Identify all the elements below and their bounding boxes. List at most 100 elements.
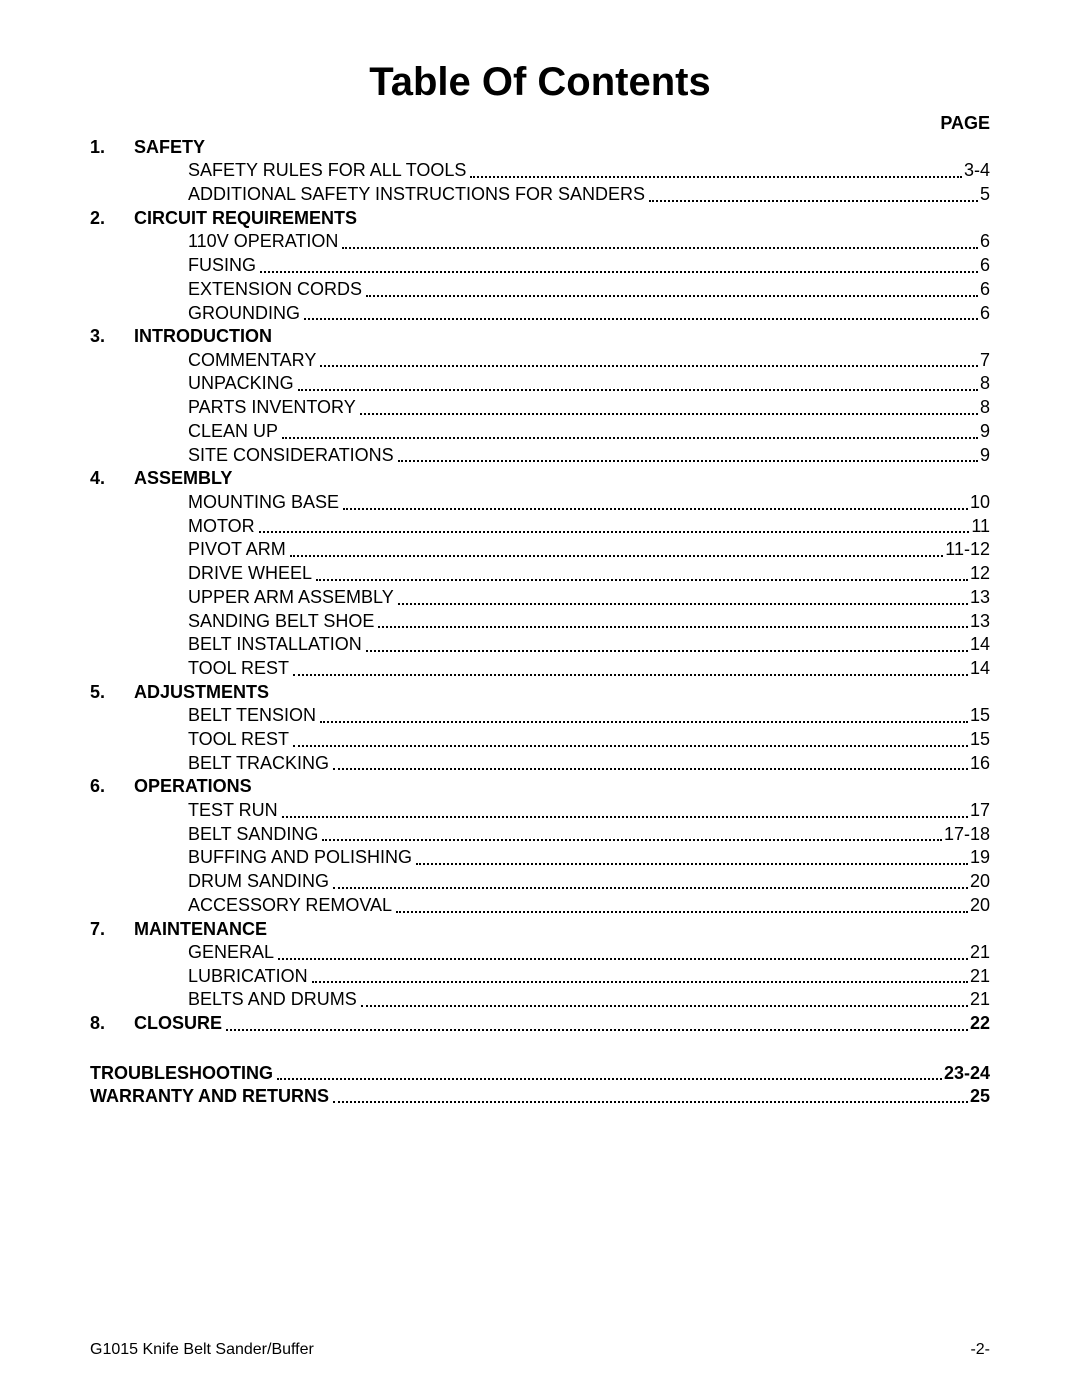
subsection-title: ACCESSORY REMOVAL <box>188 894 392 918</box>
document-title: Table Of Contents <box>90 60 990 105</box>
subsection-row: COMMENTARY7 <box>188 349 990 373</box>
leader-dots <box>226 1012 968 1030</box>
subsection-page: 14 <box>970 633 990 657</box>
section-row: 1.SAFETY <box>90 136 990 159</box>
leader-dots <box>278 941 968 960</box>
subsection-title: ADDITIONAL SAFETY INSTRUCTIONS FOR SANDE… <box>188 183 645 207</box>
subsection-row: UPPER ARM ASSEMBLY13 <box>188 586 990 610</box>
section-title: SAFETY <box>134 136 205 159</box>
subsection-title: COMMENTARY <box>188 349 316 373</box>
subsection-title: BELT TENSION <box>188 704 316 728</box>
section-row: 2.CIRCUIT REQUIREMENTS <box>90 207 990 230</box>
subsection-row: PIVOT ARM11-12 <box>188 538 990 562</box>
subsection-row: FUSING 6 <box>188 254 990 278</box>
subsection-row: SANDING BELT SHOE 13 <box>188 610 990 634</box>
subsection-row: BELT INSTALLATION 14 <box>188 633 990 657</box>
subsection-row: BUFFING AND POLISHING19 <box>188 846 990 870</box>
subsection-page: 16 <box>970 752 990 776</box>
section-row: 5.ADJUSTMENTS <box>90 681 990 704</box>
bottom-row: TROUBLESHOOTING23-24 <box>90 1062 990 1085</box>
section-title: CLOSURE <box>134 1012 222 1035</box>
subsection-row: TEST RUN 17 <box>188 799 990 823</box>
leader-dots <box>361 988 968 1007</box>
subsection-page: 9 <box>980 420 990 444</box>
leader-dots <box>366 633 968 652</box>
subsection-page: 6 <box>980 254 990 278</box>
subsection-title: PARTS INVENTORY <box>188 396 356 420</box>
leader-dots <box>298 372 978 391</box>
subsection-title: DRIVE WHEEL <box>188 562 312 586</box>
footer-right: -2- <box>970 1341 990 1359</box>
subsection-row: BELT TRACKING 16 <box>188 752 990 776</box>
section-row: 8.CLOSURE22 <box>90 1012 990 1035</box>
bottom-page: 25 <box>970 1085 990 1108</box>
subsection-row: TOOL REST15 <box>188 728 990 752</box>
section-row: 3.INTRODUCTION <box>90 325 990 348</box>
footer-left: G1015 Knife Belt Sander/Buffer <box>90 1341 314 1359</box>
section-title: INTRODUCTION <box>134 325 272 348</box>
subsection-page: 15 <box>970 728 990 752</box>
subsection-title: SANDING BELT SHOE <box>188 610 374 634</box>
page-header-label: PAGE <box>90 113 990 134</box>
subsection-title: UNPACKING <box>188 372 294 396</box>
section-number: 7. <box>90 918 134 941</box>
section-title: OPERATIONS <box>134 775 252 798</box>
subsection-row: SAFETY RULES FOR ALL TOOLS3-4 <box>188 159 990 183</box>
leader-dots <box>416 846 968 865</box>
leader-dots <box>260 254 978 273</box>
leader-dots <box>333 870 968 889</box>
subsection-row: DRIVE WHEEL12 <box>188 562 990 586</box>
subsection-page: 21 <box>970 941 990 965</box>
section-number: 2. <box>90 207 134 230</box>
subsection-row: TOOL REST 14 <box>188 657 990 681</box>
subsection-title: BELT TRACKING <box>188 752 329 776</box>
subsection-row: CLEAN UP9 <box>188 420 990 444</box>
leader-dots <box>649 183 978 202</box>
section-number: 5. <box>90 681 134 704</box>
subsection-row: LUBRICATION21 <box>188 965 990 989</box>
subsection-page: 3-4 <box>964 159 990 183</box>
leader-dots <box>342 230 978 249</box>
subsection-title: BUFFING AND POLISHING <box>188 846 412 870</box>
subsection-page: 14 <box>970 657 990 681</box>
subsection-row: MOUNTING BASE10 <box>188 491 990 515</box>
subsection-title: TOOL REST <box>188 657 289 681</box>
subsection-title: PIVOT ARM <box>188 538 286 562</box>
leader-dots <box>470 159 962 178</box>
leader-dots <box>343 491 968 510</box>
subsection-title: BELTS AND DRUMS <box>188 988 357 1012</box>
bottom-title: TROUBLESHOOTING <box>90 1062 273 1085</box>
subsection-row: BELT SANDING17-18 <box>188 823 990 847</box>
section-number: 3. <box>90 325 134 348</box>
subsection-row: DRUM SANDING20 <box>188 870 990 894</box>
section-number: 4. <box>90 467 134 490</box>
section-title: MAINTENANCE <box>134 918 267 941</box>
subsection-row: ACCESSORY REMOVAL 20 <box>188 894 990 918</box>
leader-dots <box>360 396 978 415</box>
subsection-title: GENERAL <box>188 941 274 965</box>
leader-dots <box>320 349 978 368</box>
leader-dots <box>322 823 942 842</box>
subsection-title: FUSING <box>188 254 256 278</box>
table-of-contents: 1.SAFETYSAFETY RULES FOR ALL TOOLS3-4ADD… <box>90 136 990 1036</box>
subsection-title: SITE CONSIDERATIONS <box>188 444 394 468</box>
subsection-page: 20 <box>970 870 990 894</box>
subsection-page: 20 <box>970 894 990 918</box>
leader-dots <box>282 799 968 818</box>
subsection-row: GENERAL 21 <box>188 941 990 965</box>
subsection-title: TEST RUN <box>188 799 278 823</box>
subsection-title: BELT INSTALLATION <box>188 633 362 657</box>
subsection-row: GROUNDING6 <box>188 302 990 326</box>
subsection-page: 6 <box>980 230 990 254</box>
subsection-row: BELT TENSION15 <box>188 704 990 728</box>
subsection-page: 13 <box>970 610 990 634</box>
subsection-row: UNPACKING8 <box>188 372 990 396</box>
bottom-entries: TROUBLESHOOTING23-24WARRANTY AND RETURNS… <box>90 1062 990 1109</box>
bottom-title: WARRANTY AND RETURNS <box>90 1085 329 1108</box>
page-footer: G1015 Knife Belt Sander/Buffer -2- <box>90 1341 990 1359</box>
leader-dots <box>277 1062 942 1080</box>
leader-dots <box>282 420 978 439</box>
leader-dots <box>293 728 968 747</box>
section-title: ASSEMBLY <box>134 467 232 490</box>
subsection-page: 17 <box>970 799 990 823</box>
